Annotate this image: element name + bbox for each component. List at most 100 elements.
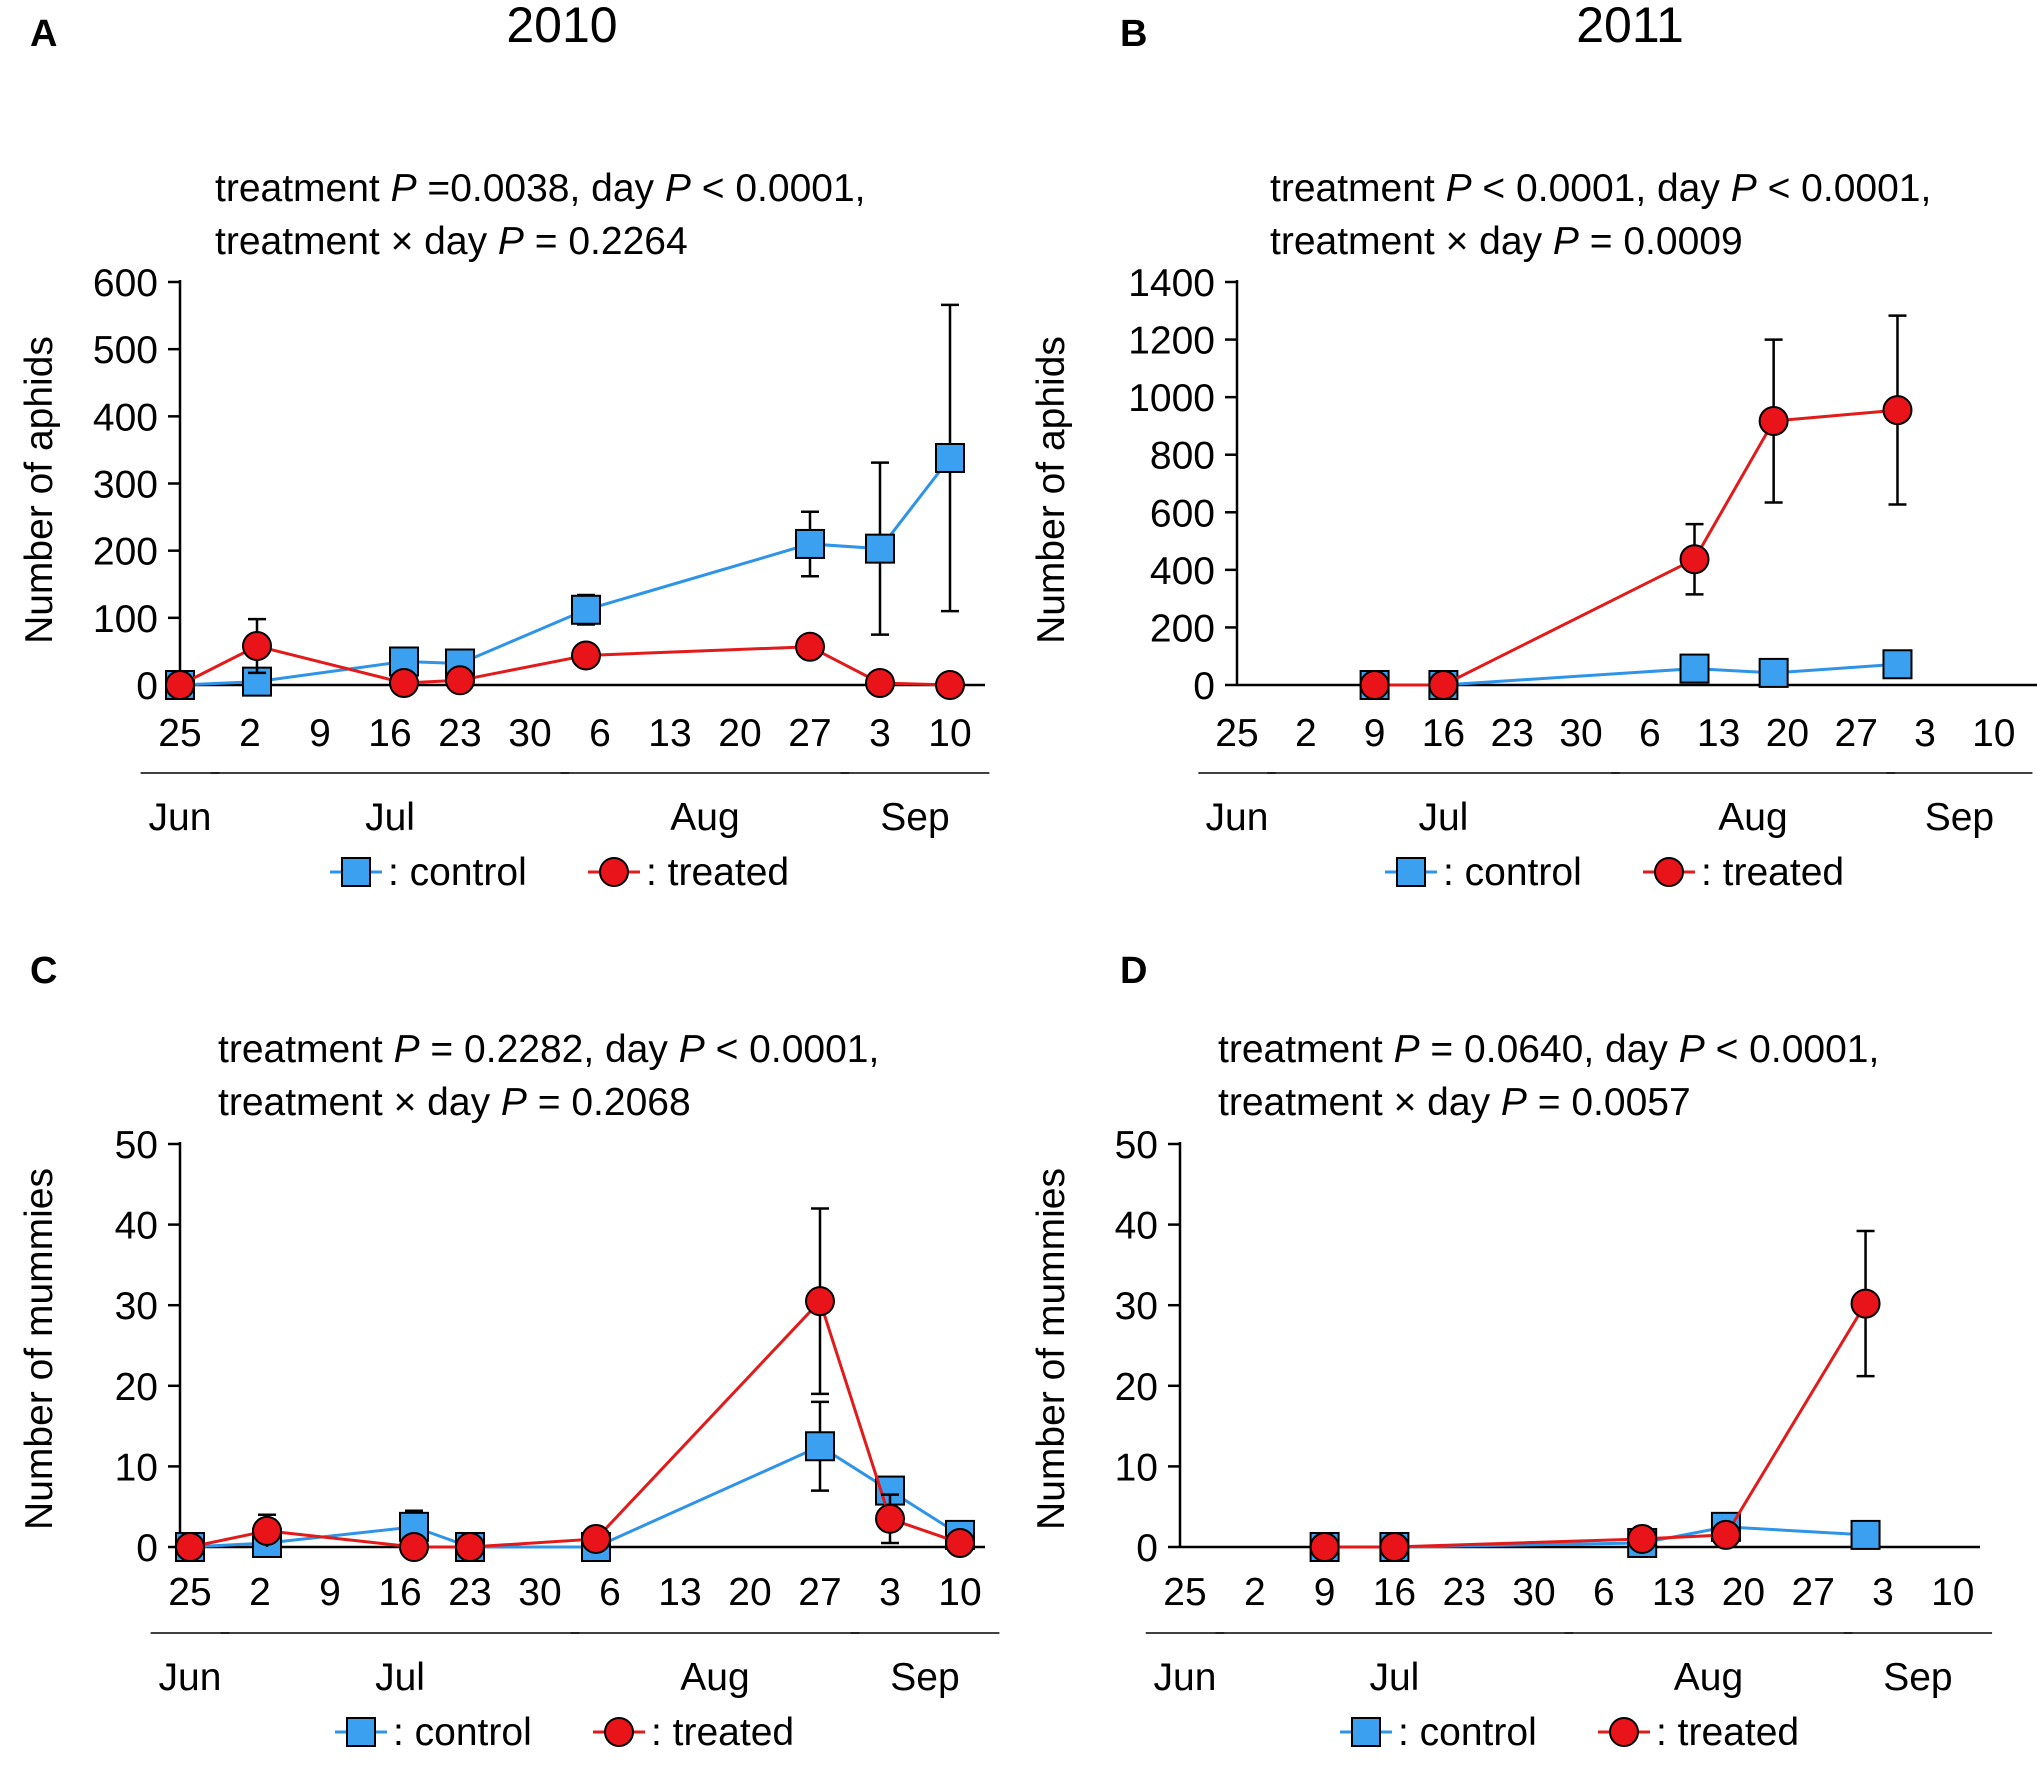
y-tick-label: 50 <box>115 1124 158 1167</box>
y-tick-label: 1400 <box>1128 262 1215 305</box>
month-label: Aug <box>1718 796 1787 839</box>
y-tick-label: 100 <box>93 598 158 641</box>
stat-line-2: treatment × day P = 0.0009 <box>1270 220 1743 263</box>
x-tick-label: 6 <box>1593 1571 1615 1614</box>
month-label: Jun <box>1154 1656 1217 1699</box>
chart-title: 2011 <box>1576 0 1684 53</box>
stat-fragment: = 0.0009 <box>1579 220 1743 263</box>
panel-label: B <box>1120 13 1147 55</box>
stat-line-2: treatment × day P = 0.2068 <box>218 1081 691 1124</box>
month-label: Sep <box>1925 796 1994 839</box>
month-label: Aug <box>670 796 739 839</box>
y-axis-label: Number of aphids <box>1030 336 1073 644</box>
treated-point <box>1309 1532 1340 1562</box>
month-label: Aug <box>1674 1656 1743 1699</box>
x-tick-label: 16 <box>378 1571 421 1614</box>
x-tick-label: 3 <box>1872 1571 1894 1614</box>
stat-fragment: treatment × day <box>215 220 498 263</box>
x-tick-label: 10 <box>1931 1571 1974 1614</box>
x-tick-label: 6 <box>589 712 611 755</box>
stat-line-1: treatment P =0.0038, day P < 0.0001, <box>215 167 865 210</box>
stat-fragment: treatment × day <box>1270 220 1553 263</box>
y-tick-label: 800 <box>1150 435 1215 478</box>
x-tick-label: 20 <box>728 1571 771 1614</box>
stat-fragment: P <box>679 1028 705 1071</box>
treated-point <box>945 1527 975 1558</box>
y-tick-label: 600 <box>93 262 158 305</box>
x-tick-label: 25 <box>1215 712 1258 755</box>
treated-point <box>242 631 272 662</box>
x-tick-label: 13 <box>648 712 691 755</box>
stat-fragment: treatment <box>218 1028 394 1071</box>
y-tick-label: 40 <box>115 1205 158 1248</box>
stat-line-2: treatment × day P = 0.2264 <box>215 220 688 263</box>
treated-point <box>165 670 195 700</box>
panel-B: B 2011 treatment P < 0.0001, day P < 0.000… <box>1030 0 2037 894</box>
stat-fragment: P <box>1553 220 1579 263</box>
y-tick-label: 1200 <box>1128 320 1215 363</box>
stat-fragment: =0.0038, day <box>417 167 665 210</box>
y-axis-label: Number of mummies <box>18 1168 61 1530</box>
x-tick-label: 13 <box>1652 1571 1695 1614</box>
treated-point <box>399 1532 429 1562</box>
x-tick-label: 10 <box>928 712 971 755</box>
x-tick-label: 2 <box>249 1571 271 1614</box>
y-axis-label: Number of mummies <box>1030 1168 1073 1530</box>
x-tick-label: 30 <box>508 712 551 755</box>
panel-label: C <box>30 950 57 992</box>
treated-line <box>179 644 951 687</box>
y-tick-label: 400 <box>1150 550 1215 593</box>
stat-fragment: P <box>394 1028 420 1071</box>
y-tick-label: 500 <box>93 329 158 372</box>
stat-fragment: P <box>391 167 417 210</box>
x-tick-label: 2 <box>1244 1571 1266 1614</box>
stat-fragment: < 0.0001, <box>691 167 866 210</box>
x-tick-label: 2 <box>1295 712 1317 755</box>
stat-fragment: = 0.0057 <box>1527 1081 1691 1124</box>
y-axis-label: Number of aphids <box>18 336 61 644</box>
control-point <box>865 533 895 564</box>
month-label: Jul <box>375 1656 425 1699</box>
legend-control-label: : control <box>1443 851 1582 894</box>
legend-treated-marker <box>599 857 629 887</box>
month-label: Aug <box>680 1656 749 1699</box>
stat-fragment: = 0.2068 <box>527 1081 691 1124</box>
x-tick-label: 20 <box>718 712 761 755</box>
chart-title: 2010 <box>506 0 617 53</box>
stat-fragment: treatment <box>1218 1028 1394 1071</box>
treated-point <box>875 1503 905 1534</box>
control-point <box>935 442 965 473</box>
treated-point <box>571 640 601 671</box>
stat-fragment: P <box>1394 1028 1420 1071</box>
stat-fragment: treatment <box>215 167 391 210</box>
stat-line-1: treatment P = 0.2282, day P < 0.0001, <box>218 1028 879 1071</box>
control-point <box>1758 657 1789 688</box>
x-tick-label: 25 <box>168 1571 211 1614</box>
x-tick-label: 6 <box>1639 712 1661 755</box>
x-tick-label: 6 <box>599 1571 621 1614</box>
y-tick-label: 0 <box>1136 1527 1158 1570</box>
stat-fragment: P <box>1731 167 1757 210</box>
stat-fragment: < 0.0001, <box>705 1028 880 1071</box>
treated-point <box>1882 395 1913 426</box>
legend-control-marker <box>1351 1717 1381 1747</box>
legend-treated-label: : treated <box>1656 1711 1799 1754</box>
x-tick-label: 25 <box>158 712 201 755</box>
x-tick-label: 20 <box>1766 712 1809 755</box>
treated-point <box>1758 406 1789 437</box>
stat-fragment: P <box>501 1081 527 1124</box>
month-label: Jun <box>149 796 212 839</box>
x-tick-label: 2 <box>239 712 261 755</box>
x-tick-label: 23 <box>1443 1571 1486 1614</box>
legend-control-label: : control <box>1398 1711 1537 1754</box>
x-tick-label: 10 <box>938 1571 981 1614</box>
treated-line <box>1324 1302 1867 1549</box>
x-tick-label: 3 <box>869 712 891 755</box>
month-label: Jun <box>1206 796 1269 839</box>
treated-point <box>1379 1532 1410 1562</box>
control-point <box>805 1431 835 1462</box>
treated-point <box>1710 1519 1741 1550</box>
x-tick-label: 10 <box>1972 712 2015 755</box>
legend-treated-marker <box>1609 1717 1639 1747</box>
